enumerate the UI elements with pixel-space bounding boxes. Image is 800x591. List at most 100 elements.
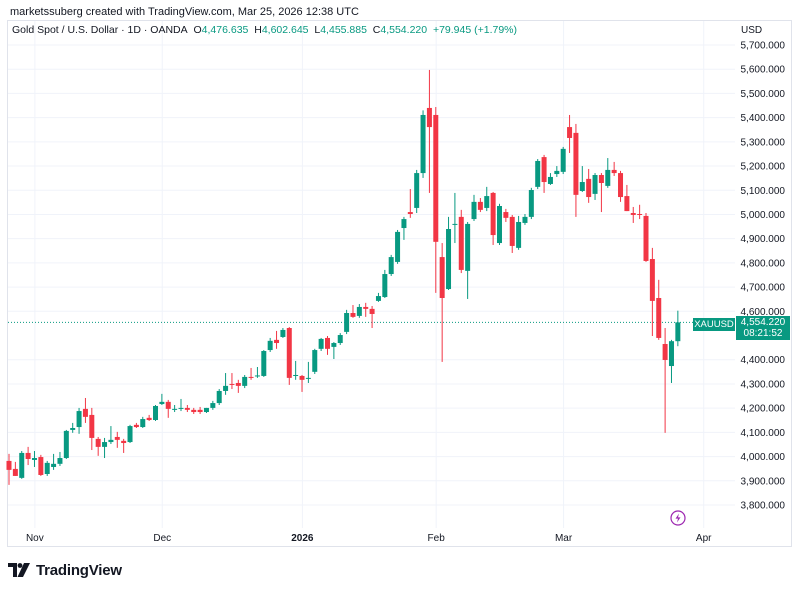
- candle[interactable]: [401, 216, 407, 240]
- candle[interactable]: [229, 373, 235, 390]
- candle[interactable]: [433, 106, 439, 293]
- candle[interactable]: [114, 431, 120, 448]
- candle[interactable]: [426, 69, 432, 193]
- candle[interactable]: [57, 451, 63, 467]
- candle[interactable]: [51, 453, 57, 470]
- candle[interactable]: [420, 110, 426, 178]
- candle[interactable]: [44, 460, 50, 476]
- candle[interactable]: [235, 379, 241, 393]
- candle[interactable]: [465, 221, 471, 299]
- candle[interactable]: [395, 229, 401, 264]
- candle[interactable]: [153, 405, 159, 421]
- candle[interactable]: [528, 187, 534, 220]
- candle[interactable]: [503, 208, 509, 222]
- candle[interactable]: [611, 161, 617, 176]
- candle[interactable]: [388, 254, 394, 276]
- candle[interactable]: [369, 305, 375, 329]
- candle[interactable]: [248, 367, 254, 380]
- candle[interactable]: [344, 309, 350, 335]
- candle[interactable]: [146, 414, 152, 421]
- candle[interactable]: [535, 159, 541, 190]
- candle[interactable]: [19, 451, 25, 479]
- candle[interactable]: [668, 339, 674, 383]
- candle[interactable]: [560, 146, 566, 175]
- candle[interactable]: [191, 407, 197, 414]
- candle[interactable]: [490, 191, 496, 245]
- candle[interactable]: [350, 305, 356, 318]
- tradingview-logo[interactable]: TradingView: [8, 560, 122, 580]
- candle[interactable]: [439, 243, 445, 362]
- candle[interactable]: [223, 373, 229, 395]
- candle[interactable]: [586, 168, 592, 203]
- candle[interactable]: [325, 336, 330, 355]
- candle[interactable]: [89, 407, 95, 451]
- candle[interactable]: [286, 327, 292, 385]
- candle[interactable]: [643, 213, 649, 262]
- candle[interactable]: [108, 426, 114, 444]
- candle[interactable]: [31, 451, 37, 467]
- candle[interactable]: [598, 173, 604, 213]
- candle[interactable]: [133, 422, 139, 429]
- candle[interactable]: [242, 374, 248, 389]
- candle[interactable]: [592, 173, 598, 200]
- candle[interactable]: [254, 366, 260, 378]
- candle[interactable]: [25, 446, 31, 466]
- candle[interactable]: [121, 438, 127, 453]
- candle[interactable]: [63, 429, 69, 459]
- candle[interactable]: [630, 206, 636, 223]
- candle[interactable]: [331, 342, 337, 360]
- candle[interactable]: [267, 337, 273, 352]
- candle[interactable]: [446, 216, 452, 291]
- candle[interactable]: [605, 158, 611, 188]
- candle[interactable]: [407, 189, 413, 218]
- candle[interactable]: [70, 422, 76, 433]
- candle[interactable]: [337, 333, 343, 345]
- candle[interactable]: [210, 400, 216, 410]
- candle[interactable]: [95, 436, 101, 456]
- candle[interactable]: [127, 424, 133, 444]
- candle[interactable]: [280, 328, 286, 338]
- candle[interactable]: [140, 416, 146, 429]
- candle[interactable]: [165, 399, 171, 418]
- candle[interactable]: [12, 461, 18, 476]
- candle[interactable]: [579, 166, 585, 192]
- candle[interactable]: [573, 123, 579, 217]
- candle[interactable]: [656, 279, 662, 340]
- candle[interactable]: [178, 398, 184, 412]
- candle[interactable]: [312, 348, 318, 375]
- currency-label[interactable]: USD: [741, 25, 763, 36]
- candle[interactable]: [509, 214, 515, 253]
- candle[interactable]: [6, 453, 12, 485]
- candle[interactable]: [675, 310, 681, 347]
- candle[interactable]: [624, 184, 630, 212]
- candle[interactable]: [203, 407, 209, 413]
- candle[interactable]: [197, 406, 203, 414]
- candle[interactable]: [452, 192, 458, 244]
- candle[interactable]: [38, 454, 44, 476]
- candle[interactable]: [274, 330, 280, 349]
- candle[interactable]: [318, 337, 324, 352]
- candle[interactable]: [618, 170, 624, 202]
- candle[interactable]: [382, 269, 388, 298]
- candle[interactable]: [477, 198, 483, 213]
- candle[interactable]: [649, 247, 655, 337]
- candle[interactable]: [522, 213, 528, 225]
- candle[interactable]: [637, 204, 643, 220]
- candle[interactable]: [293, 360, 299, 380]
- candle[interactable]: [82, 397, 88, 423]
- candle[interactable]: [102, 437, 108, 459]
- candle[interactable]: [516, 215, 522, 250]
- candle[interactable]: [172, 405, 178, 413]
- candle[interactable]: [363, 302, 369, 317]
- candle[interactable]: [356, 304, 362, 318]
- candle[interactable]: [484, 186, 490, 212]
- lightning-icon[interactable]: [670, 510, 686, 526]
- candle[interactable]: [471, 194, 477, 222]
- candle[interactable]: [496, 203, 502, 245]
- candle[interactable]: [554, 166, 560, 177]
- candle[interactable]: [662, 328, 668, 433]
- candle[interactable]: [159, 393, 165, 406]
- candle[interactable]: [547, 173, 553, 185]
- candle[interactable]: [375, 292, 381, 302]
